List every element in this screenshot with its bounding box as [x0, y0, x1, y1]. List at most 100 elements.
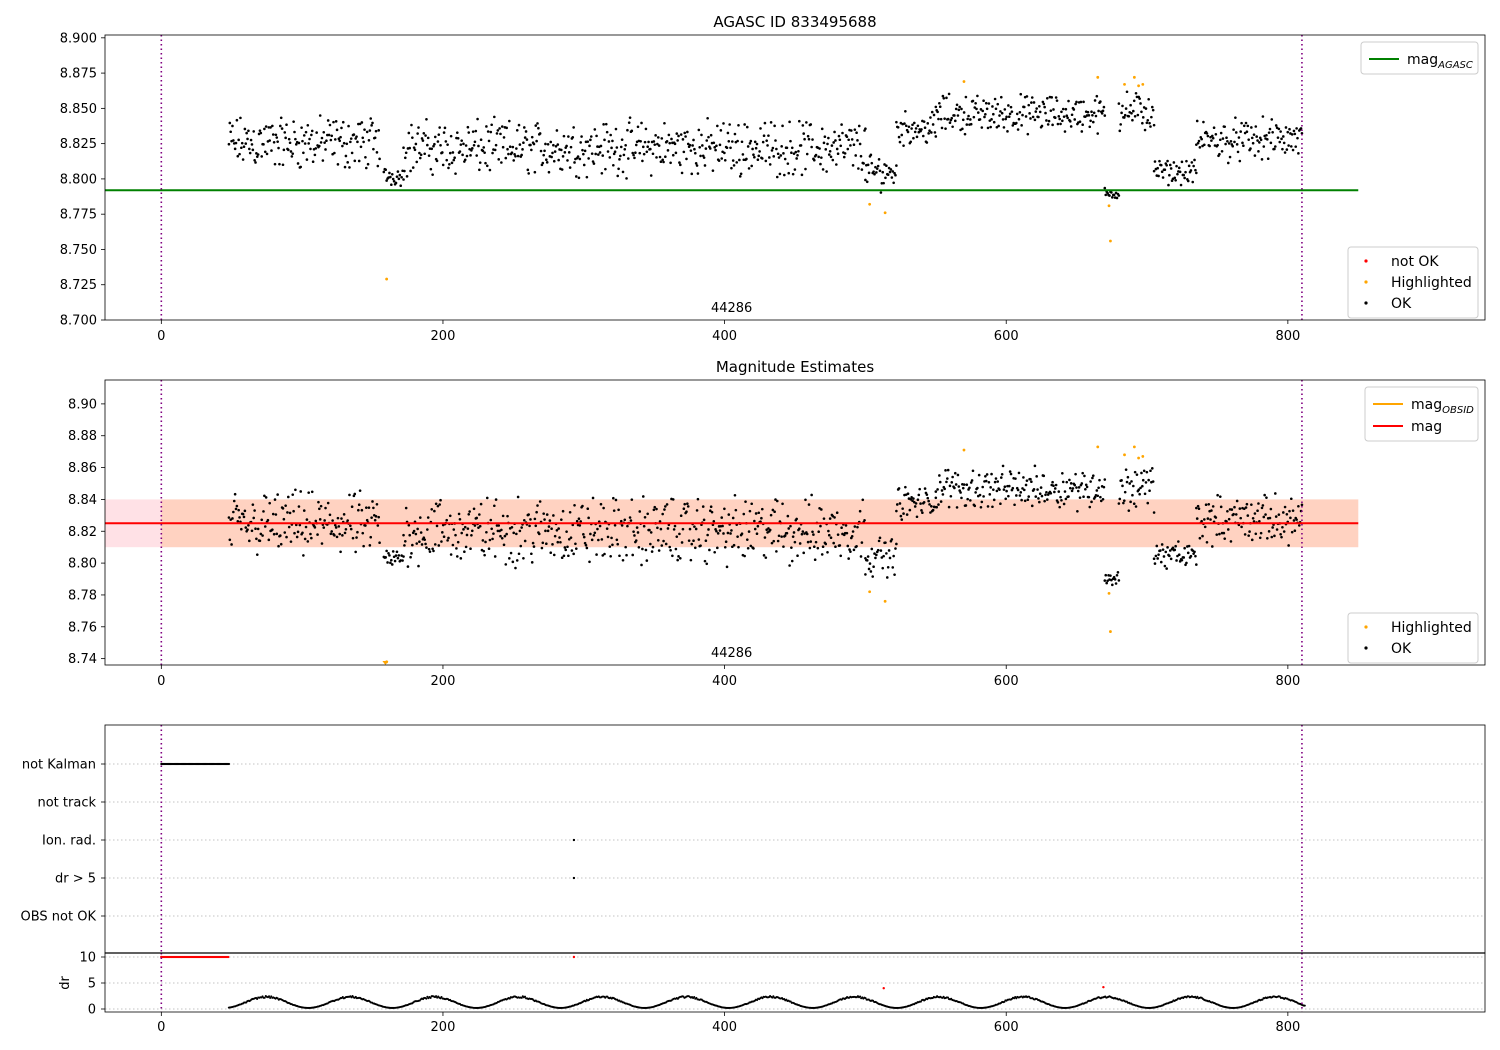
data-point: [1297, 504, 1300, 508]
data-point: [240, 527, 243, 531]
data-point: [344, 154, 348, 158]
data-point: [934, 496, 938, 500]
data-point: [818, 147, 821, 150]
data-point: [523, 539, 527, 543]
data-point: [331, 519, 334, 522]
data-point: [577, 517, 581, 520]
x-tick-label: 200: [431, 674, 456, 689]
data-point: [658, 155, 662, 159]
data-point: [1237, 136, 1241, 139]
data-point: [556, 540, 560, 544]
data-point: [988, 493, 992, 496]
data-point: [310, 133, 313, 137]
data-point: [630, 129, 634, 133]
data-point: [760, 157, 764, 160]
data-point: [1171, 546, 1175, 550]
data-point: [727, 139, 731, 143]
data-point: [1036, 488, 1039, 491]
data-point: [895, 542, 898, 546]
data-point: [494, 143, 498, 147]
data-point: [508, 119, 511, 123]
data-point: [628, 516, 632, 519]
data-point: [632, 153, 635, 157]
data-point: [782, 152, 785, 155]
data-point: [1015, 112, 1019, 116]
data-point: [777, 534, 781, 538]
data-point: [1133, 470, 1137, 474]
legend-dot-swatch: [1364, 646, 1368, 650]
data-point: [594, 152, 597, 156]
data-point: [1164, 550, 1168, 554]
data-point: [432, 549, 435, 553]
data-point: [976, 111, 980, 114]
data-point: [971, 469, 975, 473]
data-point: [352, 133, 356, 136]
data-point: [859, 555, 863, 558]
data-point: [947, 92, 951, 96]
data-point: [1195, 517, 1199, 520]
data-point: [651, 545, 655, 549]
data-point: [301, 139, 304, 143]
data-point: [511, 560, 515, 564]
data-point: [835, 511, 839, 515]
data-point: [1224, 142, 1227, 146]
data-point: [899, 514, 903, 518]
data-point: [1195, 119, 1199, 123]
data-point: [915, 135, 919, 139]
data-point: [287, 525, 291, 529]
data-point: [1268, 516, 1272, 520]
data-point: [1293, 529, 1297, 533]
data-point: [1283, 151, 1287, 154]
data-point: [1229, 139, 1233, 143]
data-point: [609, 554, 612, 558]
data-point: [969, 499, 972, 502]
data-point: [750, 164, 754, 168]
data-point: [696, 497, 700, 501]
data-point: [390, 183, 393, 187]
data-point: [619, 145, 623, 149]
data-point: [1150, 105, 1154, 109]
data-point: [823, 135, 827, 139]
data-point: [568, 166, 572, 169]
data-point: [448, 162, 451, 166]
data-point: [227, 142, 231, 146]
data-point: [889, 168, 893, 171]
data-point: [656, 142, 659, 146]
data-point: [722, 122, 725, 125]
data-point: [1234, 513, 1238, 516]
data-point: [1024, 483, 1028, 487]
data-point: [474, 129, 478, 133]
data-point: [661, 158, 664, 162]
data-point: [800, 532, 804, 536]
data-point: [1139, 486, 1142, 490]
data-point: [441, 151, 444, 154]
data-point: [1007, 494, 1010, 498]
data-point: [957, 485, 961, 488]
data-point: [976, 94, 979, 98]
data-point: [767, 527, 770, 530]
data-point: [289, 540, 293, 543]
data-point: [385, 179, 388, 182]
data-point: [857, 124, 861, 128]
data-point: [502, 136, 506, 139]
data-point: [462, 142, 465, 146]
data-point: [611, 139, 614, 143]
data-point: [439, 498, 442, 502]
data-point: [839, 144, 843, 148]
data-point: [852, 548, 856, 552]
data-point: [626, 128, 629, 132]
data-point: [304, 525, 308, 529]
data-point: [918, 487, 921, 491]
flag-category-label: not track: [37, 796, 96, 811]
highlighted-point: [1123, 82, 1126, 86]
data-point: [477, 144, 480, 148]
data-point: [459, 557, 463, 560]
data-point: [894, 173, 897, 177]
data-point: [493, 504, 496, 508]
data-point: [800, 173, 804, 177]
data-point: [751, 147, 754, 151]
data-point: [660, 544, 664, 547]
data-point: [1210, 139, 1213, 142]
